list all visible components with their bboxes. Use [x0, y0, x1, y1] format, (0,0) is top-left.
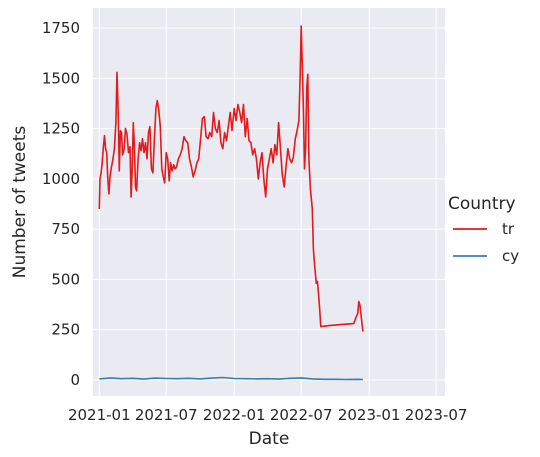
legend-label-tr: tr [502, 220, 515, 238]
x-gridlines [98, 8, 437, 396]
y-tick-label: 750 [51, 220, 80, 238]
x-tick-label: 2022-01 [203, 406, 266, 424]
series-line-cy [99, 376, 363, 381]
y-tick-label: 0 [70, 371, 80, 389]
y-tick-label: 1500 [42, 69, 80, 87]
y-tick-label: 500 [51, 270, 80, 288]
y-gridlines [93, 27, 445, 381]
y-axis-title: Number of tweets [10, 126, 30, 279]
plot-area [93, 8, 445, 396]
y-tick-label: 1000 [42, 170, 80, 188]
x-tick-label: 2023-01 [338, 406, 401, 424]
y-tick-label: 1250 [42, 120, 80, 138]
x-tick-labels: 2021-01 2021-07 2022-01 2022-07 2023-01 2023-… [68, 406, 468, 424]
series-lines [98, 25, 364, 381]
series-line-tr [98, 25, 364, 332]
legend-title: Country [448, 194, 516, 214]
x-axis-title: Date [249, 429, 290, 449]
y-tick-labels: 0 250 500 750 1000 1250 1500 1750 [42, 19, 80, 389]
legend-label-cy: cy [502, 247, 519, 265]
x-tick-label: 2023-07 [405, 406, 468, 424]
y-tick-label: 1750 [42, 19, 80, 37]
y-tick-label: 250 [51, 321, 80, 339]
x-tick-label: 2021-07 [135, 406, 198, 424]
x-tick-label: 2021-01 [68, 406, 131, 424]
x-tick-label: 2022-07 [270, 406, 333, 424]
legend: Country tr cy [448, 194, 519, 265]
